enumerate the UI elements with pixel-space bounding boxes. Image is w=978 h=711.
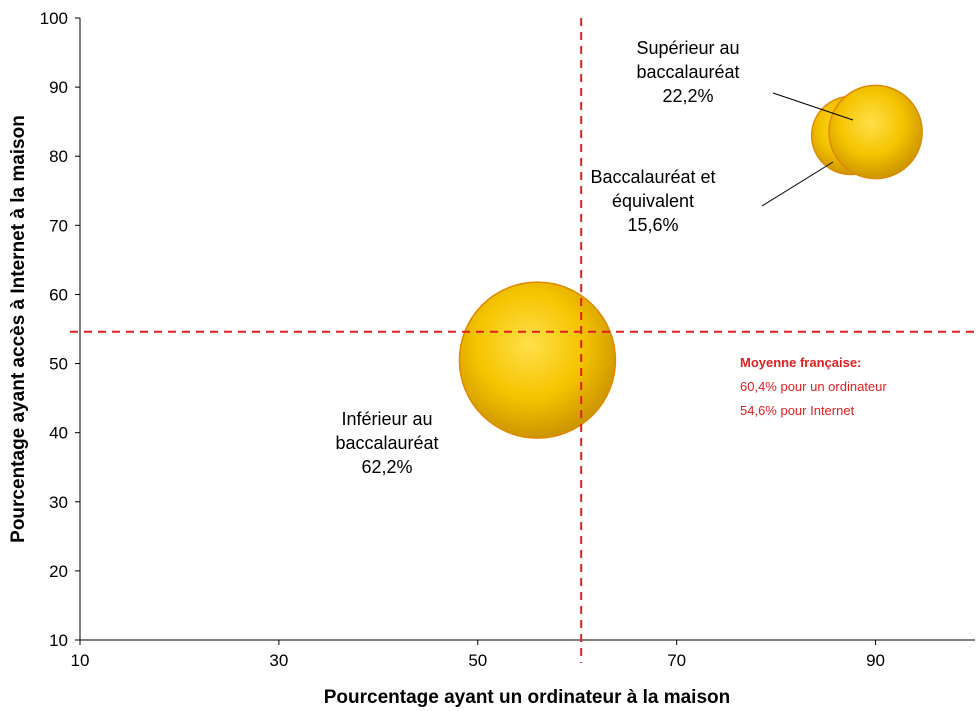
bubble-superieur	[828, 84, 923, 180]
bubble-label-line: Supérieur au	[636, 38, 739, 58]
bubble-label-line: baccalauréat	[636, 62, 739, 82]
reference-title: Moyenne française:	[740, 355, 861, 370]
x-axis-title: Pourcentage ayant un ordinateur à la mai…	[324, 687, 731, 708]
bubbles	[458, 84, 923, 439]
y-tick-label: 20	[49, 562, 68, 581]
bubble-label-line: Inférieur au	[341, 409, 432, 429]
bubble-label-superieur: Supérieur au baccalauréat 22,2%	[636, 38, 739, 106]
bubble-label-line: 62,2%	[361, 457, 412, 477]
reference-line-text: 54,6% pour Internet	[740, 403, 855, 418]
annotations: Inférieur au baccalauréat 62,2% Baccalauréa…	[335, 38, 887, 477]
reference-lines	[70, 18, 975, 663]
y-tick-label: 80	[49, 147, 68, 166]
bubble-label-inferieur: Inférieur au baccalauréat 62,2%	[335, 409, 438, 477]
reference-line-text: 60,4% pour un ordinateur	[740, 379, 887, 394]
y-tick-label: 40	[49, 424, 68, 443]
y-axis-title: Pourcentage ayant accès à Internet à la …	[8, 115, 29, 543]
y-tick-label: 70	[49, 216, 68, 235]
bubble-label-line: équivalent	[612, 191, 694, 211]
axes	[75, 17, 975, 645]
y-tick-label: 30	[49, 493, 68, 512]
y-tick-label: 50	[49, 355, 68, 374]
bubble-label-line: 15,6%	[627, 215, 678, 235]
bubble-label-line: 22,2%	[662, 86, 713, 106]
x-tick-label: 30	[269, 651, 288, 670]
x-tick-label: 50	[468, 651, 487, 670]
x-tick-label: 70	[667, 651, 686, 670]
bubble-inferieur	[458, 281, 617, 439]
bubble-label-line: Baccalauréat et	[590, 167, 715, 187]
leader-line-superieur	[772, 92, 854, 121]
bubble-label-bac: Baccalauréat et équivalent 15,6%	[590, 167, 715, 235]
y-tick-label: 100	[40, 9, 68, 28]
y-tick-label: 60	[49, 285, 68, 304]
leader-line-bac	[761, 161, 834, 207]
x-tick-label: 10	[71, 651, 90, 670]
y-tick-label: 90	[49, 78, 68, 97]
bubble-label-line: baccalauréat	[335, 433, 438, 453]
y-tick-label: 10	[49, 631, 68, 650]
tick-labels: 10 20 30 40 50 60 70 80 90 100 10 30 50 70 90	[40, 9, 885, 670]
x-tick-label: 90	[866, 651, 885, 670]
